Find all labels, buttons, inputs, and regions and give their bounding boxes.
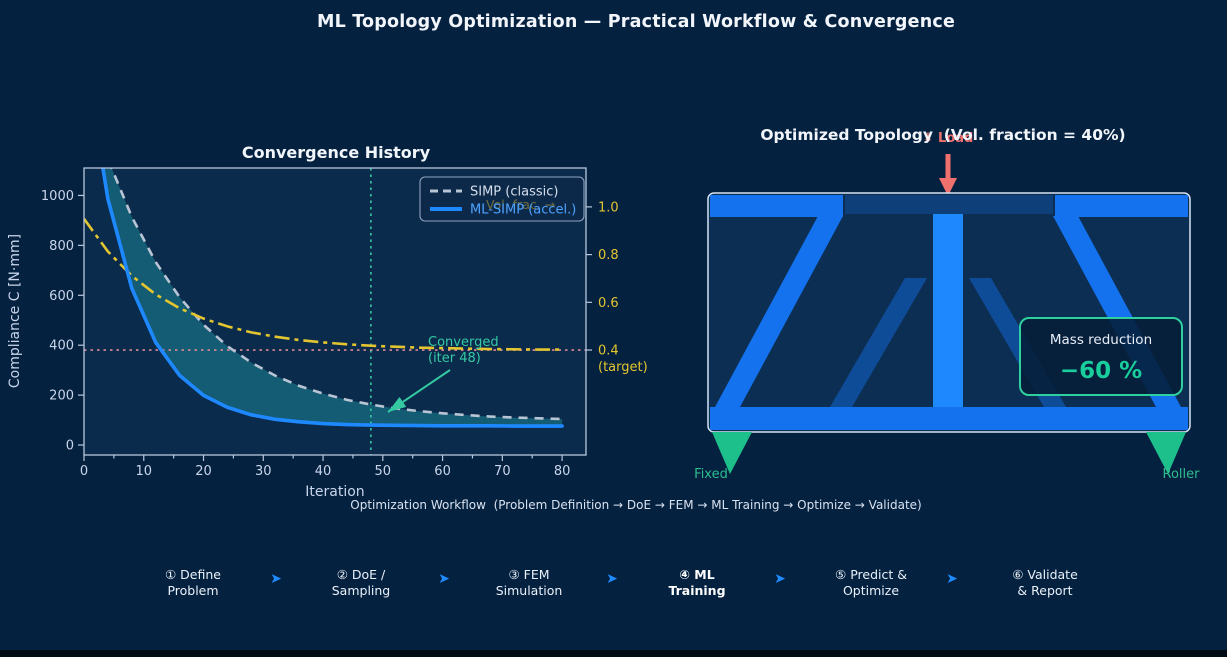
y-left-tick-label: 400 [49,339,74,354]
step-2-line1: ② DoE / [336,567,386,582]
step-5-line2: Optimize [842,583,900,598]
plot-frame [83,167,587,456]
y-axis-label: Compliance C [N·mm] [7,234,23,388]
y-left-tick-label: 0 [66,439,74,454]
step-1-line1: ① Define [165,567,221,582]
legend: SIMP (classic) ML-SIMP (accel.) [419,176,585,222]
workflow-step-4: ④ ML Training [622,567,772,599]
chart-plot-area: 0 10 20 30 40 50 60 70 80020040060080010000.4(ta… [41,167,648,479]
page-title: ML Topology Optimization — Practical Wor… [316,12,956,32]
step-6-line1: ⑥ Validate [1012,567,1078,582]
target-tick-note: (target) [598,360,648,375]
x-tick-label: 0 [80,464,88,479]
flow-arrow-icon: ➤ [270,571,282,587]
roller-support-icon [1146,432,1186,474]
chart-title: Convergence History [241,143,431,162]
step-1-line2: Problem [167,583,219,598]
bottom-border [0,650,1227,657]
roller-support-label: Roller [1163,467,1201,482]
converged-annotation: Converged(iter 48) [387,335,499,413]
topology-title: Optimized Topology (Vol. fraction = 40%) [760,126,1126,144]
step-5-line1: ⑤ Predict & [835,567,907,582]
mass-reduction-label: Mass reduction [1050,332,1152,348]
ml-simp-curve [101,168,564,428]
y-left-tick-label: 800 [49,239,74,254]
x-tick-label: 20 [195,464,212,479]
inner-diagonal-left [830,278,927,407]
step-4-line2: Training [668,583,726,598]
mass-reduction-value: −60 % [1060,358,1142,384]
workflow-step-6: ⑥ Validate & Report [970,567,1120,599]
topology-figure: Fixed Roller Mass reduction −60 % [694,154,1201,482]
flow-arrow-icon: ➤ [606,571,618,587]
x-tick-label: 40 [315,464,332,479]
fill-between-curves [102,168,563,427]
x-tick-label: 70 [494,464,511,479]
x-tick-label: 10 [135,464,152,479]
y-left-tick-label: 600 [49,289,74,304]
workflow-step-3: ③ FEM Simulation [454,567,604,599]
x-tick-label: 50 [375,464,392,479]
annotation-arrow-icon [387,369,451,413]
mass-reduction-badge: Mass reduction −60 % [1019,317,1183,396]
workflow-caption: Optimization Workflow (Problem Definitio… [350,498,922,512]
workflow-step-5: ⑤ Predict & Optimize [796,567,946,599]
flow-arrow-icon: ➤ [774,571,786,587]
flow-arrow-icon: ➤ [946,571,958,587]
legend-item-mlsimp: ML-SIMP (accel.) [470,203,576,218]
axis-ticks: 0 10 20 30 40 50 60 70 80020040060080010000.4(ta… [41,189,648,479]
step-3-line2: Simulation [495,583,563,598]
chart-series [84,168,586,455]
convergence-chart: 0 10 20 30 40 50 60 70 80020040060080010000.4(ta… [7,167,648,500]
volume-fraction-curve [84,218,563,351]
annotation-line1: Converged [428,335,499,350]
flow-arrow-icon: ➤ [438,571,450,587]
y-right-tick-label: 1.0 [598,200,619,215]
x-tick-label: 60 [434,464,451,479]
y-left-tick-label: 200 [49,389,74,404]
step-6-line2: & Report [1017,583,1073,598]
center-column [933,214,963,409]
x-axis-label: Iteration [305,484,364,500]
top-chord-middle [845,195,1053,214]
x-tick-label: 80 [554,464,571,479]
step-2-line2: Sampling [331,583,391,598]
y-right-tick-label: 0.8 [598,248,619,263]
load-arrow-icon [939,154,957,196]
bottom-chord [710,407,1188,430]
step-3-line1: ③ FEM [508,567,550,582]
legend-item-simp: SIMP (classic) [470,185,558,200]
workflow-step-1: ① Define Problem [118,567,268,599]
fixed-support-label: Fixed [694,467,728,482]
fixed-support-icon [712,432,752,474]
annotation-line2: (iter 48) [428,351,481,366]
top-chord-right [1055,195,1188,217]
x-tick-label: 30 [255,464,272,479]
step-4-line1: ④ ML [679,567,715,582]
y-right-tick-label: 0.6 [598,296,619,311]
workflow-step-2: ② DoE / Sampling [286,567,436,599]
y-right-tick-label: 0.4 [598,344,619,359]
load-annotation: ↓ Load [922,131,974,146]
top-chord-left [710,195,843,217]
left-diagonal [715,216,843,407]
y-left-tick-label: 1000 [41,189,74,204]
